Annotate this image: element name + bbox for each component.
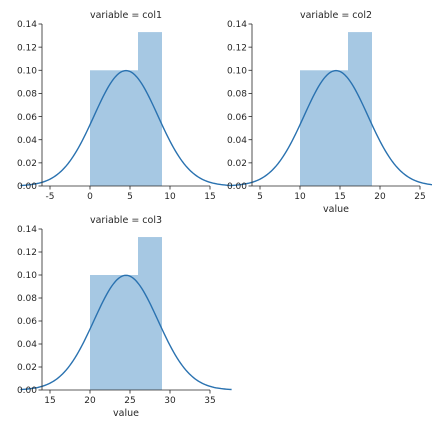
- y-tick-label: 0.06: [227, 113, 247, 123]
- y-tick-label: 0.12: [227, 43, 247, 53]
- kde-curve: [20, 274, 232, 391]
- y-tick-label: 0.04: [17, 340, 37, 350]
- histogram-bar: [114, 70, 138, 186]
- histogram-bar: [324, 70, 348, 186]
- x-axis-label: value: [113, 408, 139, 419]
- panel-title: variable = col3: [90, 215, 162, 226]
- y-tick-label: 0.14: [17, 225, 37, 235]
- histogram-bar: [90, 275, 114, 390]
- x-tick-label: 15: [204, 192, 215, 202]
- x-tick-label: 20: [374, 192, 386, 202]
- panel-title: variable = col1: [90, 10, 162, 21]
- y-tick-label: 0.10: [227, 66, 247, 76]
- panel-title: variable = col2: [300, 10, 372, 21]
- y-tick-label: 0.12: [17, 248, 37, 258]
- y-tick-label: 0.08: [17, 90, 37, 100]
- y-tick-label: 0.00: [17, 182, 37, 192]
- x-tick-label: 5: [257, 192, 263, 202]
- y-tick-label: 0.10: [17, 66, 37, 76]
- y-tick-label: 0.02: [17, 159, 37, 169]
- histogram-bar: [114, 275, 138, 390]
- x-tick-label: 20: [84, 396, 96, 406]
- x-tick-label: 15: [334, 192, 345, 202]
- x-tick-label: -5: [46, 192, 55, 202]
- x-tick-label: 25: [414, 192, 425, 202]
- histogram-bar: [348, 32, 372, 186]
- x-tick-label: 25: [124, 396, 135, 406]
- histogram-bar: [300, 70, 324, 186]
- facet-panel-3: 0.00 0.02 0.04 0.06 0.08 0.10 0.12 0.14 15 20 25 30…: [17, 215, 232, 419]
- x-tick-label: 30: [164, 396, 176, 406]
- x-tick-label: 10: [294, 192, 306, 202]
- y-tick-label: 0.08: [227, 90, 247, 100]
- y-tick-label: 0.06: [17, 317, 37, 327]
- x-tick-label: 10: [164, 192, 176, 202]
- x-axis-label: value: [323, 204, 349, 215]
- y-tick-label: 0.02: [227, 159, 247, 169]
- x-tick-label: 5: [127, 192, 133, 202]
- histogram-bar: [138, 237, 162, 390]
- kde-curve: [230, 69, 432, 187]
- y-tick-label: 0.04: [17, 136, 37, 146]
- y-tick-label: 0.08: [17, 294, 37, 304]
- facet-panel-1: 0.00 0.02 0.04 0.06 0.08 0.10 0.12 0.14 -5 0 5 10 15…: [17, 10, 232, 202]
- y-tick-label: 0.14: [227, 20, 247, 30]
- facet-panel-2: 0.00 0.02 0.04 0.06 0.08 0.10 0.12 0.14 5 10 15 20 2…: [227, 10, 432, 215]
- x-tick-label: 15: [44, 396, 55, 406]
- y-tick-label: 0.06: [17, 113, 37, 123]
- histogram-bar: [138, 32, 162, 186]
- kde-curve: [20, 69, 232, 187]
- x-tick-label: 0: [87, 192, 93, 202]
- x-tick-label: 35: [204, 396, 215, 406]
- y-tick-label: 0.00: [17, 386, 37, 396]
- y-tick-label: 0.02: [17, 363, 37, 373]
- y-tick-label: 0.12: [17, 43, 37, 53]
- y-tick-label: 0.14: [17, 20, 37, 30]
- y-tick-label: 0.04: [227, 136, 247, 146]
- y-tick-label: 0.00: [227, 182, 247, 192]
- histogram-bar: [90, 70, 114, 186]
- y-tick-label: 0.10: [17, 271, 37, 281]
